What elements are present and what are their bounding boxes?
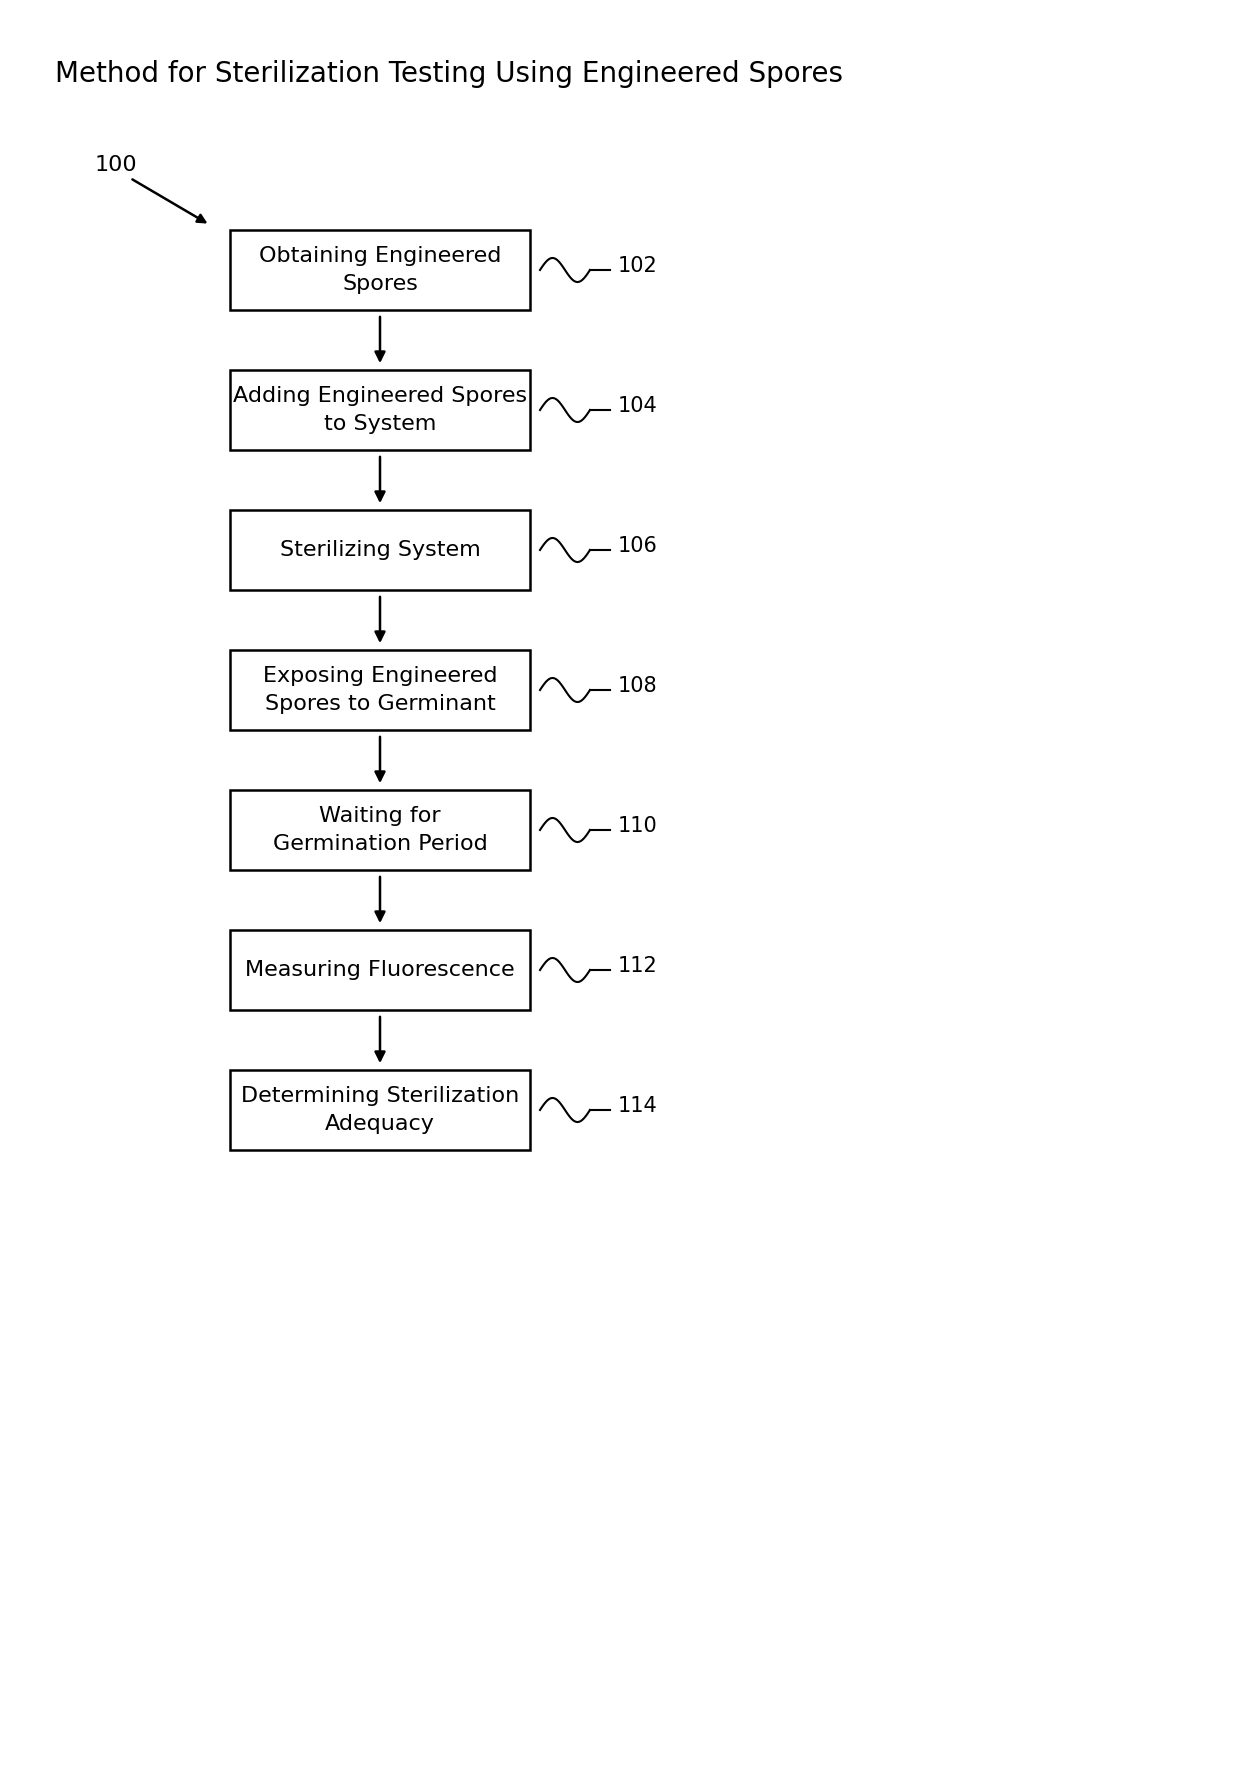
- Text: 110: 110: [618, 815, 657, 837]
- Text: Obtaining Engineered
Spores: Obtaining Engineered Spores: [259, 246, 501, 294]
- Bar: [229, 369, 529, 450]
- Text: 104: 104: [618, 396, 657, 416]
- Text: 100: 100: [95, 155, 138, 175]
- Text: Method for Sterilization Testing Using Engineered Spores: Method for Sterilization Testing Using E…: [55, 61, 843, 87]
- Text: 112: 112: [618, 956, 657, 976]
- Bar: [229, 929, 529, 1010]
- Bar: [229, 230, 529, 310]
- Text: Sterilizing System: Sterilizing System: [280, 541, 480, 560]
- Text: Adding Engineered Spores
to System: Adding Engineered Spores to System: [233, 385, 527, 434]
- Text: Determining Sterilization
Adequacy: Determining Sterilization Adequacy: [241, 1086, 520, 1135]
- Text: 108: 108: [618, 676, 657, 696]
- Bar: [229, 790, 529, 871]
- Text: Exposing Engineered
Spores to Germinant: Exposing Engineered Spores to Germinant: [263, 665, 497, 714]
- Bar: [229, 649, 529, 730]
- Bar: [229, 1070, 529, 1151]
- Text: Measuring Fluorescence: Measuring Fluorescence: [246, 960, 515, 979]
- Text: Waiting for
Germination Period: Waiting for Germination Period: [273, 806, 487, 855]
- Text: 102: 102: [618, 255, 657, 277]
- Text: 106: 106: [618, 535, 658, 557]
- Text: 114: 114: [618, 1095, 657, 1117]
- Bar: [229, 510, 529, 591]
